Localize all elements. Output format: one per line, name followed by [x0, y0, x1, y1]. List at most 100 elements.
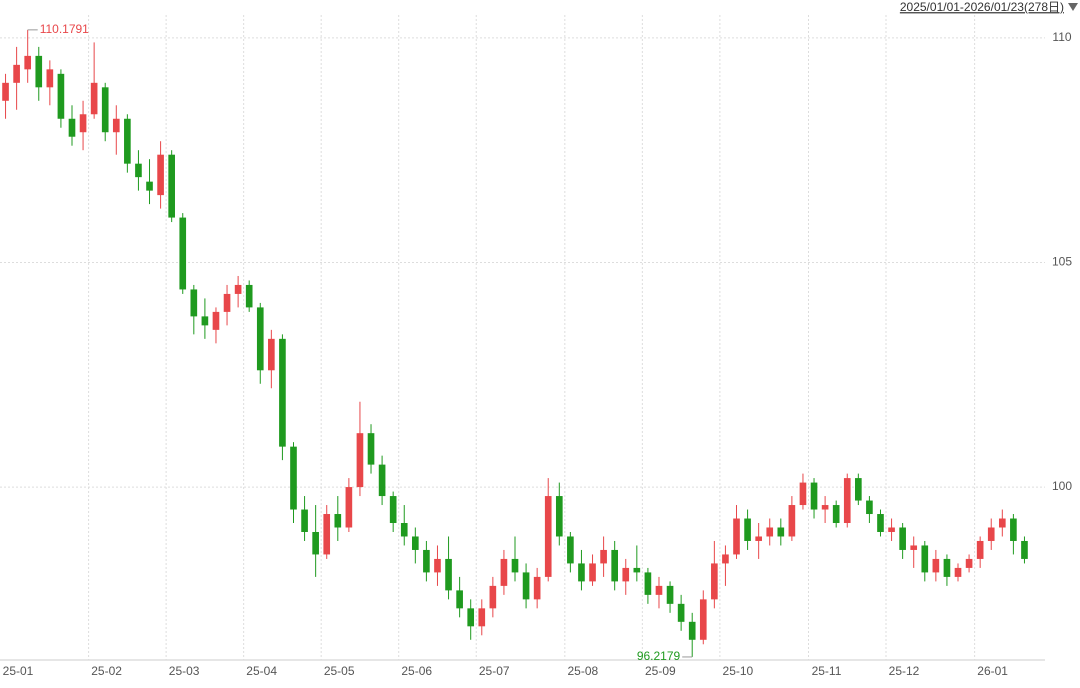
candle-body [467, 608, 475, 627]
candle-body [478, 608, 486, 627]
date-range[interactable]: 2025/01/01-2026/01/23(278日) [900, 0, 1064, 14]
candle-body [412, 536, 419, 550]
candle-body [733, 518, 740, 555]
x-tick-label: 25-05 [324, 664, 355, 678]
candle-body [899, 527, 906, 550]
candle-body [821, 505, 829, 510]
min-label: 96.2179 [637, 649, 681, 663]
candle-body [888, 527, 895, 532]
candle-body [998, 518, 1006, 528]
candle-body [766, 527, 774, 537]
candle-body [400, 523, 408, 537]
candle-body [866, 500, 873, 515]
candle-body [500, 558, 508, 586]
candle-body [655, 585, 663, 595]
y-tick-label: 100 [1052, 479, 1072, 493]
candle-body [522, 572, 530, 600]
candle-body [677, 603, 685, 622]
candle-body [112, 118, 120, 133]
candle-body [301, 509, 308, 532]
candle-body [633, 567, 641, 573]
candle-body [90, 82, 98, 115]
candle-body [921, 545, 929, 573]
x-tick-label: 25-10 [723, 664, 754, 678]
candle-body [35, 55, 43, 88]
candle-body [589, 563, 596, 582]
candle-body [688, 621, 696, 640]
candle-body [910, 545, 918, 550]
x-tick-label: 25-09 [645, 664, 676, 678]
x-tick-label: 25-08 [567, 664, 598, 678]
candle-body [423, 549, 430, 573]
candle-body [378, 464, 386, 497]
x-tick-label: 26-01 [977, 664, 1008, 678]
candle-body [832, 505, 840, 524]
candle-body [79, 114, 87, 133]
candle-body [2, 82, 9, 101]
candle-body [290, 446, 297, 510]
candle-body [987, 527, 995, 541]
candle-body [843, 478, 851, 524]
max-label: 110.1791 [40, 22, 89, 36]
candle-body [965, 558, 973, 568]
candle-body [201, 316, 209, 326]
candle-body [567, 536, 574, 564]
candle-body [711, 563, 718, 600]
candle-body [533, 576, 541, 600]
candle-body [799, 482, 807, 506]
candle-body [445, 558, 452, 591]
candle-body [245, 284, 253, 308]
candle-body [57, 73, 65, 119]
candle-body [367, 433, 375, 465]
candle-body [157, 154, 164, 196]
candle-body [256, 307, 264, 371]
x-tick-label: 25-02 [91, 664, 122, 678]
candle-body [511, 558, 519, 573]
x-tick-label: 25-03 [169, 664, 200, 678]
candle-body [101, 87, 109, 133]
candle-body [146, 181, 153, 191]
candle-body [722, 554, 729, 564]
candle-body [744, 518, 751, 541]
candle-body [976, 540, 984, 559]
candle-body [124, 118, 131, 164]
x-tick-label: 25-01 [3, 664, 34, 678]
candle-body [168, 154, 175, 218]
candle-body [323, 514, 331, 555]
candle-body [312, 531, 319, 555]
y-tick-label: 105 [1052, 255, 1072, 269]
candle-body [755, 536, 762, 541]
candle-body [810, 482, 818, 510]
candle-body [699, 599, 707, 640]
candle-body [334, 514, 342, 528]
candle-body [389, 496, 397, 524]
candle-body [456, 590, 463, 609]
candle-body [954, 567, 962, 577]
candle-body [788, 505, 796, 537]
x-tick-label: 25-06 [401, 664, 432, 678]
candle-body [279, 338, 286, 447]
candle-body [212, 311, 220, 330]
candle-body [1010, 518, 1017, 541]
x-tick-label: 25-07 [479, 664, 510, 678]
candle-body [555, 496, 563, 537]
candle-body [777, 527, 785, 537]
x-tick-label: 25-04 [246, 664, 277, 678]
candle-body [24, 55, 32, 70]
candle-body [622, 567, 630, 582]
candle-body [855, 478, 862, 501]
candle-body [68, 118, 76, 137]
candle-body [345, 487, 353, 528]
candle-body [135, 163, 142, 178]
y-tick-label: 110 [1052, 30, 1071, 44]
dropdown-arrow[interactable] [1068, 3, 1078, 11]
candle-body [234, 284, 242, 294]
x-tick-label: 25-11 [812, 664, 842, 678]
candle-body [190, 289, 198, 317]
candle-body [13, 64, 20, 83]
candle-body [46, 69, 54, 88]
candle-body [356, 433, 364, 488]
candle-body [600, 549, 607, 564]
